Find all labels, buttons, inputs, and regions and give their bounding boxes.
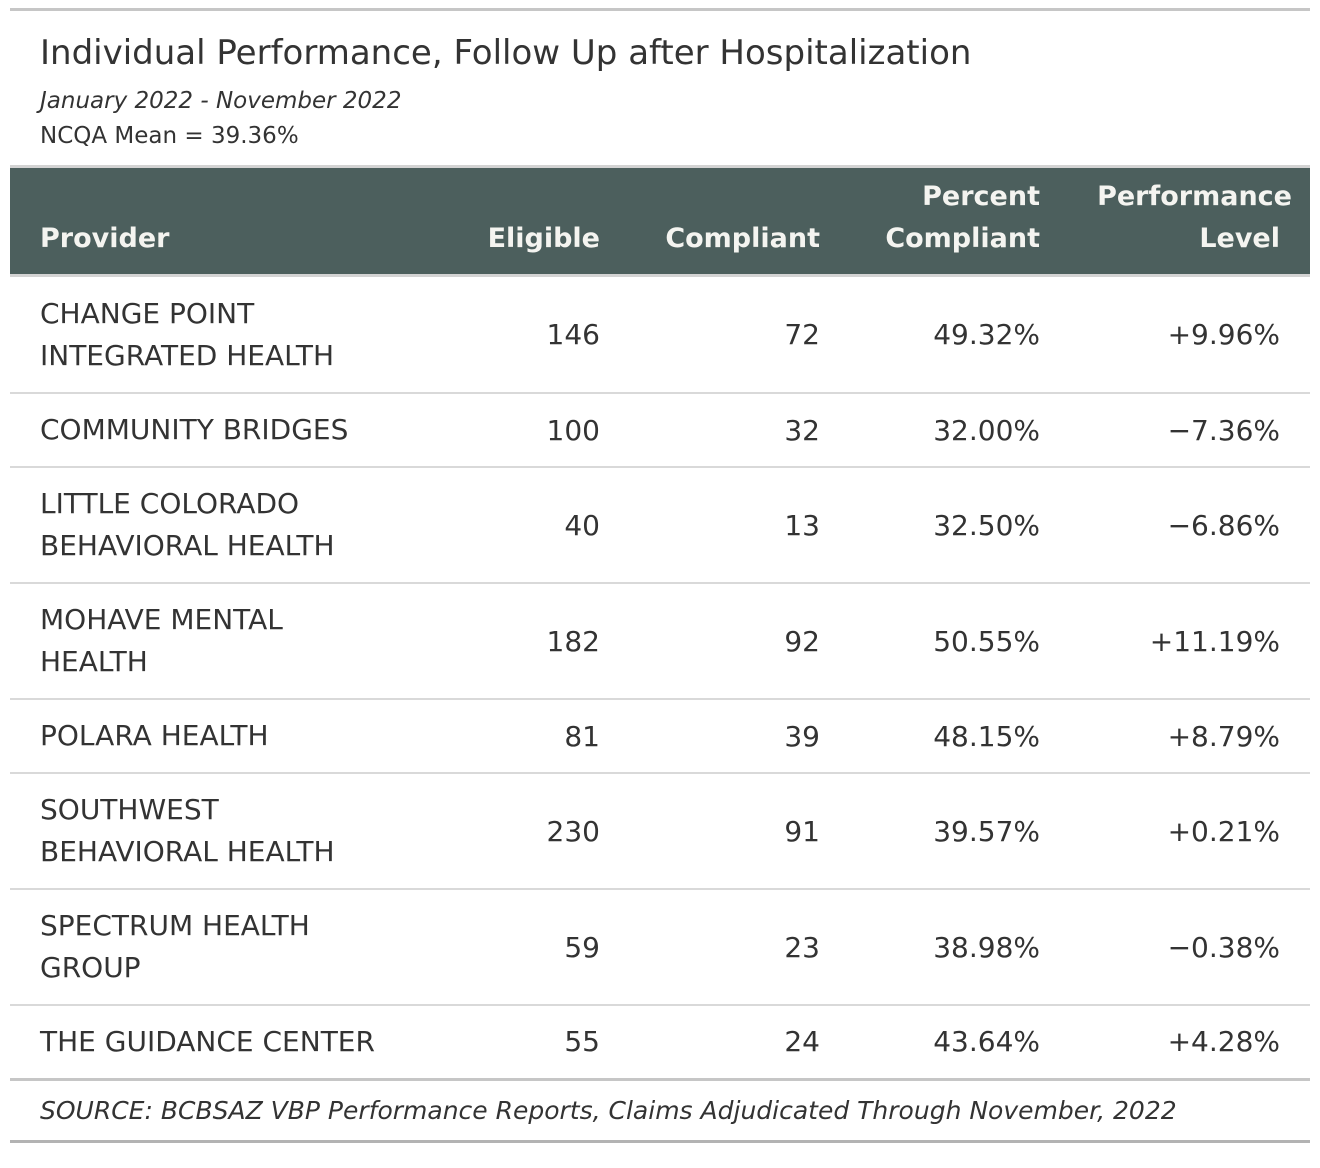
provider-name-line2: HEALTH (40, 645, 148, 678)
cell-eligible: 100 (430, 393, 600, 468)
table-row: THE GUIDANCE CENTER 55 24 43.64% +4.28% (10, 1005, 1310, 1081)
cell-performance-level: −0.38% (1040, 889, 1310, 1006)
provider-name-line1: THE GUIDANCE CENTER (40, 1024, 375, 1058)
cell-eligible: 55 (430, 1005, 600, 1081)
column-header-performance-line1: Performance (1097, 181, 1292, 212)
cell-percent-compliant: 32.50% (820, 467, 1040, 584)
cell-performance-level: +11.19% (1040, 583, 1310, 700)
source-footnote: SOURCE: BCBSAZ VBP Performance Reports, … (40, 1095, 1177, 1125)
provider-name-line1: LITTLE COLORADO (40, 487, 300, 520)
cell-eligible: 40 (430, 467, 600, 584)
cell-provider: SPECTRUM HEALTH GROUP (10, 889, 430, 1006)
cell-eligible: 230 (430, 773, 600, 890)
cell-compliant: 13 (600, 467, 820, 584)
provider-name-line1: SPECTRUM HEALTH (40, 909, 310, 942)
column-header-percent-line1: Percent (922, 181, 1040, 212)
table-row: POLARA HEALTH 81 39 48.15% +8.79% (10, 699, 1310, 774)
cell-compliant: 24 (600, 1005, 820, 1081)
column-header-provider: Provider (40, 223, 170, 254)
performance-table: Provider Eligible Compliant Percent Comp… (10, 168, 1310, 1081)
column-header-compliant: Compliant (665, 223, 820, 254)
cell-eligible: 81 (430, 699, 600, 774)
cell-compliant: 72 (600, 277, 820, 394)
cell-compliant: 91 (600, 773, 820, 890)
cell-percent-compliant: 48.15% (820, 699, 1040, 774)
cell-percent-compliant: 32.00% (820, 393, 1040, 468)
table-row: MOHAVE MENTAL HEALTH 182 92 50.55% +11.19% (10, 583, 1310, 700)
cell-performance-level: +8.79% (1040, 699, 1310, 774)
cell-provider: POLARA HEALTH (10, 699, 430, 774)
performance-report: Individual Performance, Follow Up after … (10, 8, 1310, 1143)
column-header-performance-level: Performance Level (1040, 168, 1310, 274)
provider-name-line1: SOUTHWEST (40, 793, 219, 826)
header-top-rule (10, 165, 1310, 168)
cell-provider: SOUTHWEST BEHAVIORAL HEALTH (10, 773, 430, 890)
cell-provider: LITTLE COLORADO BEHAVIORAL HEALTH (10, 467, 430, 584)
cell-performance-level: +9.96% (1040, 277, 1310, 394)
cell-eligible: 59 (430, 889, 600, 1006)
cell-compliant: 92 (600, 583, 820, 700)
table-header-row: Provider Eligible Compliant Percent Comp… (10, 168, 1310, 274)
cell-compliant: 23 (600, 889, 820, 1006)
provider-name-line1: MOHAVE MENTAL (40, 603, 283, 636)
provider-name-line2: BEHAVIORAL HEALTH (40, 529, 335, 562)
column-header-percent-compliant: Percent Compliant (820, 168, 1040, 274)
table-row: LITTLE COLORADO BEHAVIORAL HEALTH 40 13 32.5… (10, 467, 1310, 584)
table-row: COMMUNITY BRIDGES 100 32 32.00% −7.36% (10, 393, 1310, 468)
cell-percent-compliant: 38.98% (820, 889, 1040, 1006)
cell-provider: CHANGE POINT INTEGRATED HEALTH (10, 277, 430, 394)
column-header-performance-line2: Level (1199, 223, 1280, 254)
table-row: SPECTRUM HEALTH GROUP 59 23 38.98% −0.38% (10, 889, 1310, 1006)
cell-performance-level: −6.86% (1040, 467, 1310, 584)
cell-performance-level: +4.28% (1040, 1005, 1310, 1081)
provider-name-line1: COMMUNITY BRIDGES (40, 413, 349, 446)
provider-name-line2: GROUP (40, 951, 141, 984)
report-title: Individual Performance, Follow Up after … (40, 33, 972, 73)
top-rule (10, 8, 1310, 11)
header-bottom-rule (10, 274, 1310, 277)
provider-name-line1: CHANGE POINT (40, 296, 255, 330)
table-row: CHANGE POINT INTEGRATED HEALTH 146 72 49.32%… (10, 277, 1310, 394)
cell-performance-level: −7.36% (1040, 393, 1310, 468)
cell-provider: COMMUNITY BRIDGES (10, 393, 430, 468)
provider-name-line2: BEHAVIORAL HEALTH (40, 835, 335, 868)
cell-provider: MOHAVE MENTAL HEALTH (10, 583, 430, 700)
column-header-eligible: Eligible (487, 223, 600, 254)
cell-compliant: 39 (600, 699, 820, 774)
cell-eligible: 182 (430, 583, 600, 700)
cell-provider: THE GUIDANCE CENTER (10, 1005, 430, 1081)
ncqa-mean-note: NCQA Mean = 39.36% (40, 123, 299, 149)
cell-compliant: 32 (600, 393, 820, 468)
provider-name-line1: POLARA HEALTH (40, 719, 269, 752)
column-header-percent-line2: Compliant (885, 223, 1040, 254)
cell-percent-compliant: 49.32% (820, 277, 1040, 394)
cell-percent-compliant: 39.57% (820, 773, 1040, 890)
report-subtitle: January 2022 - November 2022 (40, 88, 402, 114)
provider-name-line2: INTEGRATED HEALTH (40, 338, 335, 372)
cell-percent-compliant: 50.55% (820, 583, 1040, 700)
cell-eligible: 146 (430, 277, 600, 394)
cell-performance-level: +0.21% (1040, 773, 1310, 890)
table-row: SOUTHWEST BEHAVIORAL HEALTH 230 91 39.57% +0.… (10, 773, 1310, 890)
cell-percent-compliant: 43.64% (820, 1005, 1040, 1081)
bottom-rule (10, 1139, 1310, 1143)
